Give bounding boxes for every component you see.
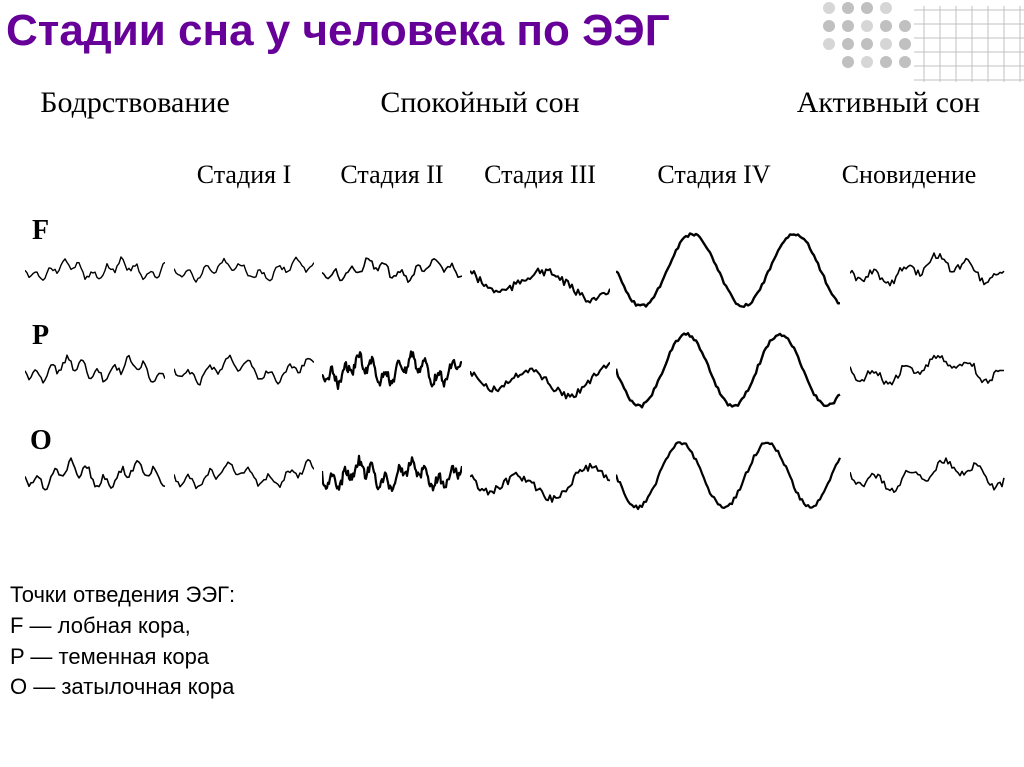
trace-P-wake — [25, 330, 165, 410]
trace-O-s2 — [322, 435, 462, 515]
stage-dream: Сновидение — [814, 160, 1004, 190]
trace-F-s3 — [470, 230, 610, 310]
trace-P-s2 — [322, 330, 462, 410]
trace-O-s3 — [470, 435, 610, 515]
stage-3: Стадия III — [466, 160, 614, 190]
trace-row-F — [0, 230, 1024, 310]
decor-dots — [814, 0, 1024, 100]
trace-P-s4 — [616, 330, 841, 410]
page-title: Стадии сна у человека по ЭЭГ — [6, 6, 670, 56]
header-row: Бодрствование Спокойный сон Активный сон — [0, 86, 1024, 120]
legend-title: Точки отведения ЭЭГ: — [10, 580, 235, 611]
trace-F-dream — [850, 230, 1005, 310]
header-wake: Бодрствование — [0, 86, 270, 120]
trace-F-wake — [25, 230, 165, 310]
legend: Точки отведения ЭЭГ: F — лобная кора, P … — [10, 580, 235, 703]
legend-P: P — теменная кора — [10, 642, 235, 673]
header-active: Активный сон — [690, 86, 1010, 120]
trace-O-dream — [850, 435, 1005, 515]
trace-O-wake — [25, 435, 165, 515]
header-calm: Спокойный сон — [270, 86, 690, 120]
trace-row-P — [0, 330, 1024, 410]
trace-F-s1 — [174, 230, 314, 310]
trace-O-s4 — [616, 435, 841, 515]
trace-P-s3 — [470, 330, 610, 410]
trace-F-s2 — [322, 230, 462, 310]
trace-P-s1 — [174, 330, 314, 410]
trace-P-dream — [850, 330, 1005, 410]
trace-row-O — [0, 435, 1024, 515]
stage-1: Стадия I — [170, 160, 318, 190]
stage-2: Стадия II — [318, 160, 466, 190]
legend-O: O — затылочная кора — [10, 672, 235, 703]
trace-O-s1 — [174, 435, 314, 515]
legend-F: F — лобная кора, — [10, 611, 235, 642]
stage-row: Стадия I Стадия II Стадия III Стадия IV … — [0, 160, 1024, 190]
trace-F-s4 — [616, 230, 841, 310]
stage-4: Стадия IV — [614, 160, 814, 190]
